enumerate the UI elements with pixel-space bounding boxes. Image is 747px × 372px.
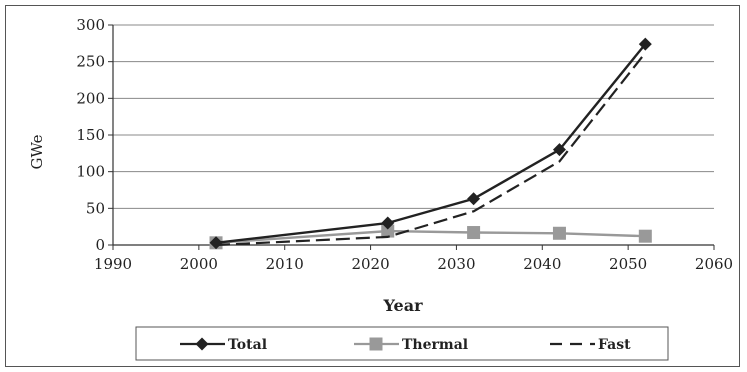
- x-tick-label: 1990: [94, 255, 132, 273]
- axes: 0 50 100 150 200 250 300 1990 2000 2010 2020 2030 20…: [76, 16, 733, 273]
- y-tick-label: 300: [76, 16, 105, 34]
- x-tick-label: 2030: [437, 255, 475, 273]
- series-group: [210, 38, 652, 250]
- legend-label: Fast: [598, 337, 631, 353]
- gridlines: [113, 25, 714, 208]
- data-point-thermal: [639, 230, 652, 243]
- y-tick-label: 250: [76, 53, 105, 71]
- y-tick-label: 150: [76, 126, 105, 144]
- y-tick-label: 50: [86, 199, 105, 217]
- data-point-total: [467, 192, 480, 205]
- x-tick-label: 2060: [695, 255, 733, 273]
- x-tick-label: 2040: [523, 255, 561, 273]
- x-tick-label: 2020: [351, 255, 389, 273]
- series-total: [210, 38, 652, 250]
- data-point-thermal: [553, 227, 566, 240]
- series-line-total: [216, 44, 645, 243]
- y-tick-label: 100: [76, 163, 105, 181]
- y-axis-title: GWe: [28, 134, 46, 169]
- legend-label: Thermal: [402, 337, 468, 353]
- legend-label: Total: [228, 337, 267, 353]
- y-tick-label: 200: [76, 89, 105, 107]
- legend-swatch-marker: [370, 338, 383, 351]
- x-tick-label: 2010: [266, 255, 304, 273]
- y-tick-label: 0: [95, 236, 105, 254]
- x-tick-label: 2000: [180, 255, 218, 273]
- series-line-fast: [216, 53, 645, 245]
- data-point-thermal: [467, 226, 480, 239]
- x-axis-title: Year: [382, 296, 423, 315]
- legend: Total Thermal Fast: [136, 327, 668, 360]
- x-tick-label: 2050: [609, 255, 647, 273]
- series-fast: [216, 53, 645, 245]
